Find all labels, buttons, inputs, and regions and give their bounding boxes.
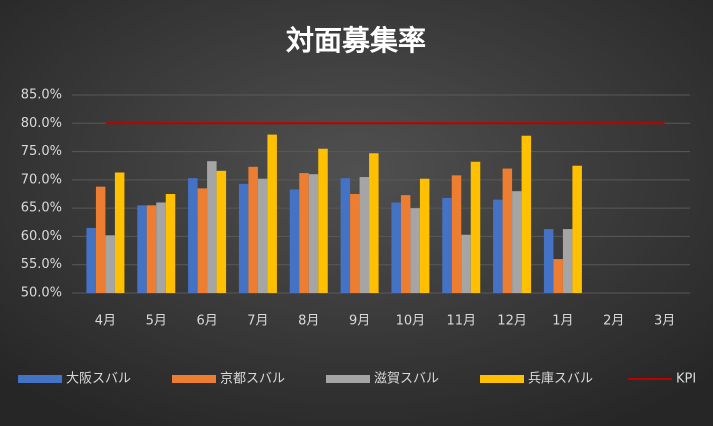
bar: [493, 199, 503, 293]
x-tick-label: 6月: [196, 314, 217, 329]
bar: [521, 135, 532, 293]
y-tick-label: 65.0%: [21, 201, 62, 216]
bar: [86, 227, 96, 293]
bar: [350, 194, 360, 293]
y-tick-label: 70.0%: [21, 172, 62, 187]
bar: [340, 178, 351, 293]
bar: [197, 188, 208, 293]
legend-swatch: [18, 375, 62, 383]
bar: [359, 177, 370, 293]
bar: [216, 170, 227, 293]
bar: [146, 205, 157, 293]
y-tick-label: 55.0%: [21, 257, 62, 272]
y-tick-label: 60.0%: [21, 229, 62, 244]
bar: [289, 189, 300, 293]
bar: [188, 178, 198, 293]
y-tick-label: 75.0%: [21, 144, 62, 159]
bar: [419, 178, 430, 293]
bar: [137, 205, 147, 293]
bar: [562, 229, 573, 293]
bar: [461, 234, 471, 293]
bar: [470, 161, 481, 293]
bar: [308, 174, 319, 293]
x-tick-label: 12月: [497, 314, 527, 329]
bar: [299, 173, 309, 293]
bar: [248, 166, 258, 293]
bar: [165, 194, 176, 293]
bar: [410, 208, 420, 293]
legend-label: 大阪スバル: [66, 372, 131, 387]
x-tick-label: 5月: [146, 314, 167, 329]
bar: [400, 195, 411, 293]
bar: [95, 186, 106, 293]
bar: [156, 202, 166, 293]
legend-label: 京都スバル: [220, 372, 285, 387]
legend-swatch: [172, 375, 216, 383]
x-tick-label: 1月: [552, 314, 573, 329]
bar: [207, 161, 217, 293]
bar: [442, 197, 452, 293]
bar: [267, 134, 277, 293]
bar: [369, 153, 379, 293]
x-tick-label: 2月: [603, 314, 624, 329]
bar: [105, 235, 115, 293]
bar: [451, 175, 462, 293]
x-tick-label: 8月: [298, 314, 319, 329]
legend-swatch: [480, 375, 524, 383]
x-tick-label: 9月: [349, 314, 370, 329]
bar: [553, 259, 563, 293]
chart-title: 対面募集率: [286, 24, 426, 57]
y-tick-label: 80.0%: [21, 116, 62, 131]
bar: [114, 172, 125, 293]
bar: [512, 191, 522, 293]
x-tick-label: 10月: [396, 314, 426, 329]
x-tick-label: 11月: [446, 314, 476, 329]
bar: [257, 178, 268, 293]
bar: [391, 202, 401, 293]
bar: [238, 183, 249, 293]
bar: [318, 148, 328, 293]
y-tick-label: 50.0%: [21, 286, 62, 301]
y-tick-label: 85.0%: [21, 88, 62, 103]
legend-label: 滋賀スバル: [374, 372, 439, 387]
legend-label: 兵庫スバル: [528, 372, 593, 387]
legend-swatch: [326, 375, 370, 383]
x-tick-label: 3月: [654, 314, 675, 329]
bar: [543, 229, 554, 293]
x-tick-label: 7月: [247, 314, 268, 329]
bar: [502, 168, 513, 293]
x-tick-label: 4月: [95, 314, 116, 329]
legend-label: KPI: [676, 372, 696, 387]
bar: [572, 165, 582, 293]
